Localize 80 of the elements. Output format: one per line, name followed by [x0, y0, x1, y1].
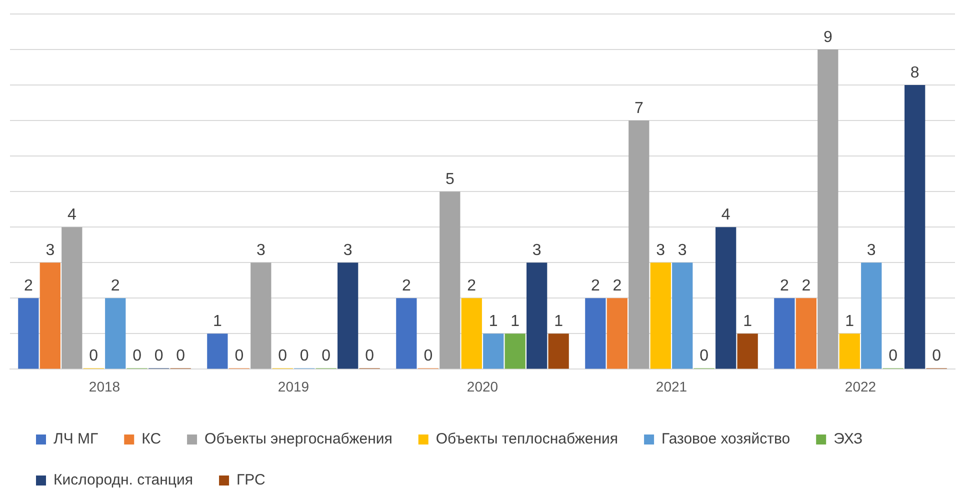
bar: [585, 298, 606, 369]
data-label: 0: [700, 348, 709, 365]
data-label: 4: [721, 206, 730, 224]
data-label: 0: [365, 348, 374, 365]
x-tick-label: 2020: [466, 378, 498, 394]
data-label: 7: [634, 100, 644, 117]
data-label: 2: [780, 278, 789, 295]
data-label: 0: [932, 348, 942, 365]
data-label: 1: [845, 313, 854, 330]
data-label: 1: [488, 313, 498, 330]
bar: [250, 262, 272, 369]
bar: [526, 262, 548, 369]
data-label: 1: [510, 313, 520, 330]
bar: [818, 50, 838, 369]
data-label: 0: [132, 348, 142, 365]
bar: [904, 85, 926, 369]
data-label: 3: [656, 242, 666, 260]
x-tick-label: 2018: [88, 378, 120, 394]
bar: [548, 334, 569, 369]
legend-label: ЛЧ МГ: [54, 430, 98, 448]
bar: [62, 227, 82, 369]
data-label: 3: [866, 242, 876, 260]
data-label: 3: [532, 242, 542, 260]
data-label: 3: [678, 242, 687, 260]
x-tick-label: 2022: [844, 378, 876, 394]
data-label: 4: [67, 206, 76, 224]
legend-label: Газовое хозяйство: [662, 430, 790, 448]
bar: [628, 120, 650, 369]
bar: [737, 334, 758, 369]
data-label: 2: [612, 278, 622, 295]
data-label: 0: [322, 348, 331, 365]
data-label: 0: [278, 348, 288, 365]
data-label: 0: [424, 348, 433, 365]
data-label: 0: [176, 348, 186, 365]
bar: [461, 298, 482, 369]
bar: [796, 298, 816, 369]
data-label: 0: [89, 348, 98, 365]
legend-label: ЭХЗ: [834, 430, 863, 448]
data-label: 3: [256, 242, 266, 260]
data-label: 2: [110, 278, 120, 295]
data-label: 2: [24, 278, 33, 295]
bar: [861, 262, 882, 369]
data-label: 2: [802, 278, 811, 295]
data-label: 0: [300, 348, 309, 365]
legend-label: Кислородн. станция: [54, 472, 194, 489]
data-label: 0: [234, 348, 244, 365]
bar: [105, 298, 126, 369]
bar: [774, 298, 795, 369]
data-label: 2: [402, 278, 411, 295]
bar: [338, 262, 358, 369]
data-label: 1: [212, 313, 222, 330]
bar: [483, 334, 504, 369]
x-tick-label: 2019: [278, 378, 310, 394]
data-label: 3: [46, 242, 55, 260]
data-label: 2: [590, 278, 600, 295]
bar: [18, 298, 39, 369]
bar: [504, 334, 526, 369]
legend-label: Объекты энергоснабжения: [204, 430, 392, 448]
data-label: 9: [823, 28, 832, 46]
data-label: 1: [743, 313, 752, 330]
x-tick-label: 2021: [656, 378, 688, 394]
data-label: 5: [445, 171, 454, 188]
data-label: 1: [554, 313, 564, 330]
data-label: 2: [467, 278, 476, 295]
legend-label: ГРС: [236, 472, 266, 489]
bar: [440, 192, 460, 369]
legend-label: КС: [142, 430, 162, 448]
bar: [650, 262, 671, 369]
bar: [40, 262, 60, 369]
bar: [207, 334, 228, 369]
bar: [839, 334, 860, 369]
data-label: 3: [343, 242, 352, 260]
data-label: 0: [888, 348, 898, 365]
data-label: 8: [910, 64, 920, 82]
bar: [716, 227, 736, 369]
legend-label: Объекты теплоснабжения: [436, 430, 618, 448]
bar: [396, 298, 417, 369]
bar: [606, 298, 628, 369]
bar: [672, 262, 693, 369]
data-label: 0: [154, 348, 164, 365]
